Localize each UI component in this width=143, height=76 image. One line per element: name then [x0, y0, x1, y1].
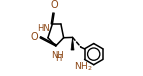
Text: O: O: [31, 32, 38, 42]
Text: H: H: [55, 54, 61, 63]
Text: NH$_2$: NH$_2$: [74, 61, 93, 73]
Polygon shape: [71, 37, 74, 50]
Text: NH: NH: [51, 51, 64, 60]
Text: O: O: [50, 0, 58, 10]
Text: HN: HN: [37, 24, 50, 33]
